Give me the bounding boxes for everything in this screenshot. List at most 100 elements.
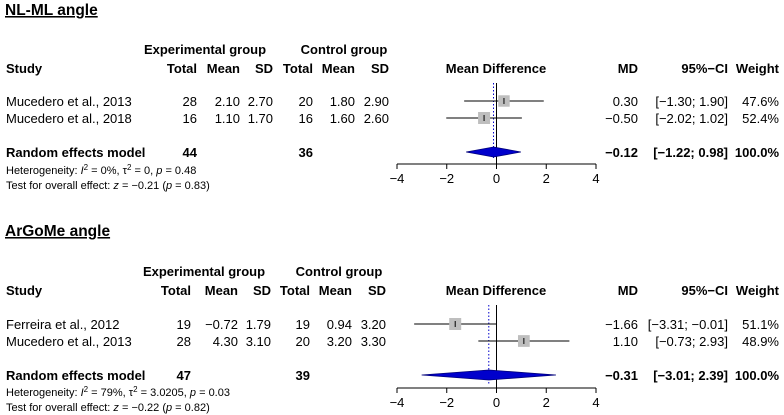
pooled-ci: [−3.01; 2.39] <box>653 368 728 383</box>
study-name: Ferreira et al., 2012 <box>6 317 119 332</box>
pooled-exp-total: 47 <box>177 368 191 383</box>
pooled-row: Random effects model 44 36 −0.12 [−1.22;… <box>6 145 779 160</box>
exp-total: 28 <box>183 94 197 109</box>
ctl-mean: 1.60 <box>330 111 355 126</box>
ci-header: 95%−CI <box>681 283 728 298</box>
forest-plot-area: −4 −2 0 2 4 <box>390 83 600 186</box>
exp-mean: −0.72 <box>205 317 238 332</box>
study-name: Mucedero et al., 2018 <box>6 111 132 126</box>
ctl-mean-header: Mean <box>322 61 355 76</box>
ctl-total-header: Total <box>280 283 310 298</box>
heterogeneity-text: Heterogeneity: I2 = 0%, τ2 = 0, p = 0.48 <box>6 163 196 177</box>
weight-header: Weight <box>736 283 780 298</box>
exp-mean-header: Mean <box>205 283 238 298</box>
ctl-total: 16 <box>299 111 313 126</box>
pooled-ci: [−1.22; 0.98] <box>653 145 728 160</box>
study-name: Mucedero et al., 2013 <box>6 334 132 349</box>
ctl-mean: 0.94 <box>327 317 352 332</box>
ctl-total: 20 <box>296 334 310 349</box>
ctl-mean-header: Mean <box>319 283 352 298</box>
x-axis-tick-label: 0 <box>493 395 500 410</box>
ctl-total: 19 <box>296 317 310 332</box>
study-header: Study <box>6 283 43 298</box>
ctl-mean: 3.20 <box>327 334 352 349</box>
ci-header: 95%−CI <box>681 61 728 76</box>
overall-effect-text: Test for overall effect: z = −0.22 (p = … <box>6 402 210 414</box>
weight-value: 52.4% <box>742 111 779 126</box>
x-axis-tick-label: −2 <box>439 395 454 410</box>
ci-value: [−1.30; 1.90] <box>655 94 728 109</box>
exp-total: 28 <box>177 334 191 349</box>
x-axis-tick-label: 2 <box>543 171 550 186</box>
overall-effect-text: Test for overall effect: z = −0.21 (p = … <box>6 180 210 192</box>
mean-difference-header: Mean Difference <box>446 61 546 76</box>
control-group-header: Control group <box>301 42 388 57</box>
pooled-exp-total: 44 <box>183 145 198 160</box>
exp-total: 19 <box>177 317 191 332</box>
exp-total-header: Total <box>167 61 197 76</box>
weight-value: 47.6% <box>742 94 779 109</box>
forest-panel-nl-ml: NL-ML angle Experimental group Control g… <box>5 2 780 192</box>
x-axis-tick-label: 0 <box>493 171 500 186</box>
study-row: Mucedero et al., 2018 16 1.10 1.70 16 1.… <box>6 111 779 126</box>
study-row: Mucedero et al., 2013 28 2.10 2.70 20 1.… <box>6 94 779 109</box>
ctl-sd-header: SD <box>371 61 389 76</box>
x-axis-tick-label: −4 <box>390 171 405 186</box>
x-axis-tick-label: 4 <box>592 171 599 186</box>
ctl-total-header: Total <box>283 61 313 76</box>
ctl-sd: 2.60 <box>364 111 389 126</box>
study-header: Study <box>6 61 43 76</box>
study-row: Mucedero et al., 2013 28 4.30 3.10 20 3.… <box>6 334 779 349</box>
weight-value: 48.9% <box>742 334 779 349</box>
md-value: −1.66 <box>605 317 638 332</box>
pooled-weight: 100.0% <box>735 368 780 383</box>
forest-plot-area: −4 −2 0 2 4 <box>390 305 600 410</box>
pooled-ctl-total: 36 <box>299 145 313 160</box>
exp-sd: 3.10 <box>246 334 271 349</box>
x-axis-tick-label: 4 <box>592 395 599 410</box>
pooled-label: Random effects model <box>6 145 145 160</box>
experimental-group-header: Experimental group <box>144 42 266 57</box>
x-axis-tick-label: −2 <box>439 171 454 186</box>
x-axis-tick-label: −4 <box>390 395 405 410</box>
exp-mean: 4.30 <box>213 334 238 349</box>
exp-total: 16 <box>183 111 197 126</box>
ctl-sd-header: SD <box>368 283 386 298</box>
pooled-weight: 100.0% <box>735 145 780 160</box>
exp-mean-header: Mean <box>207 61 240 76</box>
exp-total-header: Total <box>161 283 191 298</box>
weight-value: 51.1% <box>742 317 779 332</box>
pooled-ctl-total: 39 <box>296 368 310 383</box>
ctl-total: 20 <box>299 94 313 109</box>
heterogeneity-text: Heterogeneity: I2 = 79%, τ2 = 3.0205, p … <box>6 385 230 399</box>
exp-sd-header: SD <box>255 61 273 76</box>
exp-sd-header: SD <box>253 283 271 298</box>
md-value: 1.10 <box>613 334 638 349</box>
ci-value: [−2.02; 1.02] <box>655 111 728 126</box>
control-group-header: Control group <box>296 264 383 279</box>
exp-sd: 1.70 <box>248 111 273 126</box>
ctl-sd: 3.30 <box>361 334 386 349</box>
ci-value: [−3.31; −0.01] <box>648 317 728 332</box>
panel-title: NL-ML angle <box>5 2 98 19</box>
ctl-sd: 2.90 <box>364 94 389 109</box>
x-axis-tick-label: 2 <box>543 395 550 410</box>
md-header: MD <box>618 283 638 298</box>
pooled-effect-diamond <box>421 369 556 381</box>
md-value: −0.50 <box>605 111 638 126</box>
weight-header: Weight <box>736 61 780 76</box>
exp-sd: 1.79 <box>246 317 271 332</box>
pooled-md: −0.12 <box>605 145 638 160</box>
pooled-effect-diamond <box>466 146 521 158</box>
ci-value: [−0.73; 2.93] <box>655 334 728 349</box>
panel-title: ArGoMe angle <box>5 223 110 240</box>
forest-panel-argome: ArGoMe angle Experimental group Control … <box>5 223 780 414</box>
pooled-row: Random effects model 47 39 −0.31 [−3.01;… <box>6 368 779 383</box>
exp-mean: 2.10 <box>215 94 240 109</box>
study-name: Mucedero et al., 2013 <box>6 94 132 109</box>
md-value: 0.30 <box>613 94 638 109</box>
ctl-sd: 3.20 <box>361 317 386 332</box>
experimental-group-header: Experimental group <box>143 264 265 279</box>
exp-sd: 2.70 <box>248 94 273 109</box>
